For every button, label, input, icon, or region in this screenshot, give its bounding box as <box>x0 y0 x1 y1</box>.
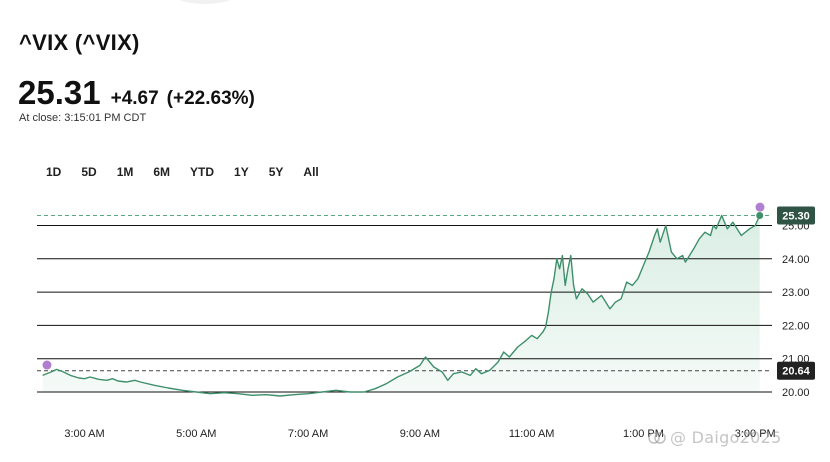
y-tick-label: 22.00 <box>782 320 810 332</box>
event-marker <box>755 202 765 212</box>
ticker-title: ^VIX (^VIX) <box>19 30 140 55</box>
range-tab-5d[interactable]: 5D <box>81 165 97 179</box>
current-price-label: 25.30 <box>782 211 810 223</box>
y-tick-label: 20.00 <box>782 387 810 399</box>
prev-close-marker <box>42 360 52 370</box>
area-fill <box>42 215 760 396</box>
x-tick-label: 3:00 PM <box>735 428 776 440</box>
range-tab-5y[interactable]: 5Y <box>268 165 284 179</box>
watermark-icon <box>648 432 666 444</box>
top-decoration <box>170 0 240 4</box>
x-tick-label: 7:00 AM <box>288 428 328 440</box>
range-tab-6m[interactable]: 6M <box>153 165 171 179</box>
current-price: 25.31 <box>18 74 101 111</box>
price-change-percent: (+22.63%) <box>166 88 255 109</box>
watermark-text: @ Daigo2025 <box>670 428 782 447</box>
x-tick-label: 5:00 AM <box>176 428 216 440</box>
price-row: 25.31 +4.67 (+22.63%) <box>18 74 255 112</box>
watermark: @ Daigo2025 <box>648 428 782 447</box>
x-tick-label: 9:00 AM <box>400 428 440 440</box>
range-tab-ytd[interactable]: YTD <box>190 165 215 179</box>
range-tabs: 1D 5D 1M 6M YTD 1Y 5Y All <box>34 165 329 179</box>
range-tab-1d[interactable]: 1D <box>46 165 62 179</box>
x-tick-label: 1:00 PM <box>623 428 664 440</box>
range-tab-all[interactable]: All <box>303 165 319 179</box>
y-tick-label: 23.00 <box>782 287 810 299</box>
last-price-dot <box>756 212 764 220</box>
x-tick-label: 3:00 AM <box>64 428 104 440</box>
range-tab-1m[interactable]: 1M <box>116 165 134 179</box>
price-series-line <box>42 214 761 397</box>
current-price-label-bg <box>777 206 815 225</box>
prev-close-label: 20.64 <box>782 366 810 378</box>
y-tick-label: 24.00 <box>782 254 810 266</box>
price-change: +4.67 <box>110 88 159 109</box>
prev-close-label-bg <box>777 361 815 380</box>
range-tab-1y[interactable]: 1Y <box>234 165 249 179</box>
close-time: At close: 3:15:01 PM CDT <box>19 112 147 124</box>
x-tick-label: 11:00 AM <box>509 428 555 440</box>
